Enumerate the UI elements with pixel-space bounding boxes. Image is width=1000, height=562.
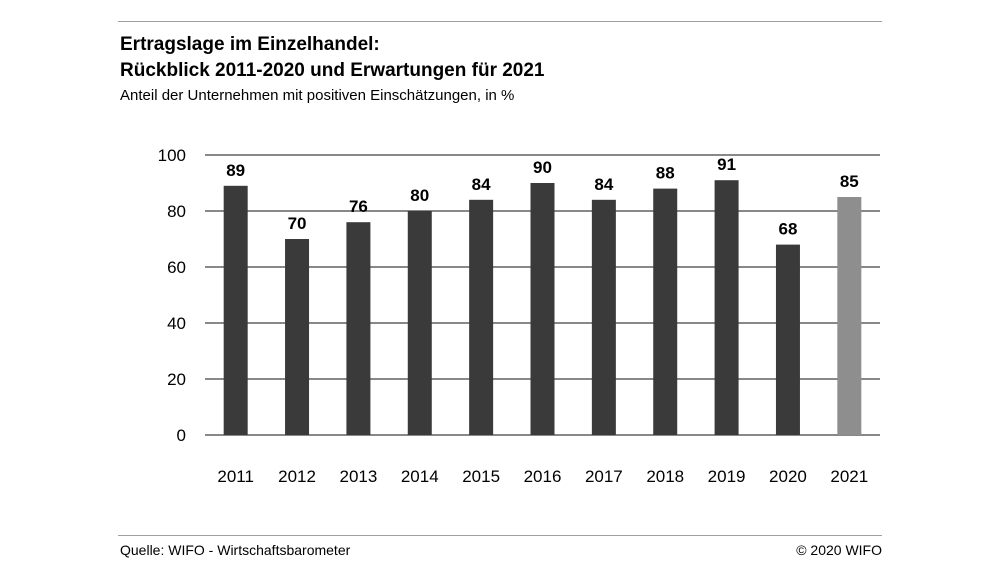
bar-2015 (469, 199, 494, 435)
x-tick-label-2019: 2019 (708, 467, 746, 486)
chart-title: Ertragslage im Einzelhandel: Rückblick 2… (120, 32, 545, 84)
bar-2017 (591, 199, 616, 435)
data-labels: 89 70 76 80 84 90 84 88 91 68 85 (226, 155, 859, 238)
x-tick-label-2021: 2021 (830, 467, 868, 486)
y-tick-label: 60 (167, 258, 186, 277)
y-tick-label: 80 (167, 202, 186, 221)
bar-2013 (346, 222, 371, 435)
bar-2018 (653, 188, 678, 435)
data-label-2013: 76 (349, 197, 368, 216)
x-tick-label-2012: 2012 (278, 467, 316, 486)
top-rule (118, 21, 882, 22)
copyright-note: © 2020 WIFO (796, 542, 882, 558)
x-tick-label-2013: 2013 (339, 467, 377, 486)
data-label-2012: 70 (288, 214, 307, 233)
data-label-2011: 89 (226, 161, 245, 180)
bar-2014 (407, 211, 432, 435)
bars (223, 180, 862, 435)
bar-2021 (837, 197, 862, 435)
bottom-rule (118, 535, 882, 536)
data-label-2016: 90 (533, 158, 552, 177)
bar-2019 (714, 180, 739, 435)
y-axis-ticks: 0 20 40 60 80 100 (158, 146, 186, 445)
x-tick-label-2020: 2020 (769, 467, 807, 486)
x-tick-label-2018: 2018 (646, 467, 684, 486)
x-tick-label-2014: 2014 (401, 467, 439, 486)
bar-2012 (285, 239, 310, 435)
x-axis-ticks: 2011 2012 2013 2014 2015 2016 2017 2018 2019 2020… (217, 467, 868, 486)
bar-2016 (530, 183, 555, 435)
bar-2011 (223, 185, 248, 435)
data-label-2021: 85 (840, 172, 859, 191)
data-label-2014: 80 (410, 186, 429, 205)
chart-title-line-2: Rückblick 2011-2020 und Erwartungen für … (120, 60, 545, 81)
data-label-2020: 68 (778, 220, 797, 239)
data-label-2015: 84 (472, 175, 491, 194)
y-tick-label: 0 (177, 426, 186, 445)
x-tick-label-2017: 2017 (585, 467, 623, 486)
data-label-2019: 91 (717, 155, 736, 174)
data-label-2018: 88 (656, 164, 675, 183)
source-note: Quelle: WIFO - Wirtschaftsbarometer (120, 542, 351, 558)
y-tick-label: 100 (158, 146, 186, 165)
bar-2020 (775, 244, 800, 435)
chart-subtitle: Anteil der Unternehmen mit positiven Ein… (120, 87, 515, 104)
y-tick-label: 20 (167, 370, 186, 389)
data-label-2017: 84 (594, 175, 613, 194)
x-tick-label-2015: 2015 (462, 467, 500, 486)
y-tick-label: 40 (167, 314, 186, 333)
chart-title-line-1: Ertragslage im Einzelhandel: (120, 34, 380, 55)
x-tick-label-2011: 2011 (217, 467, 254, 486)
x-tick-label-2016: 2016 (524, 467, 562, 486)
